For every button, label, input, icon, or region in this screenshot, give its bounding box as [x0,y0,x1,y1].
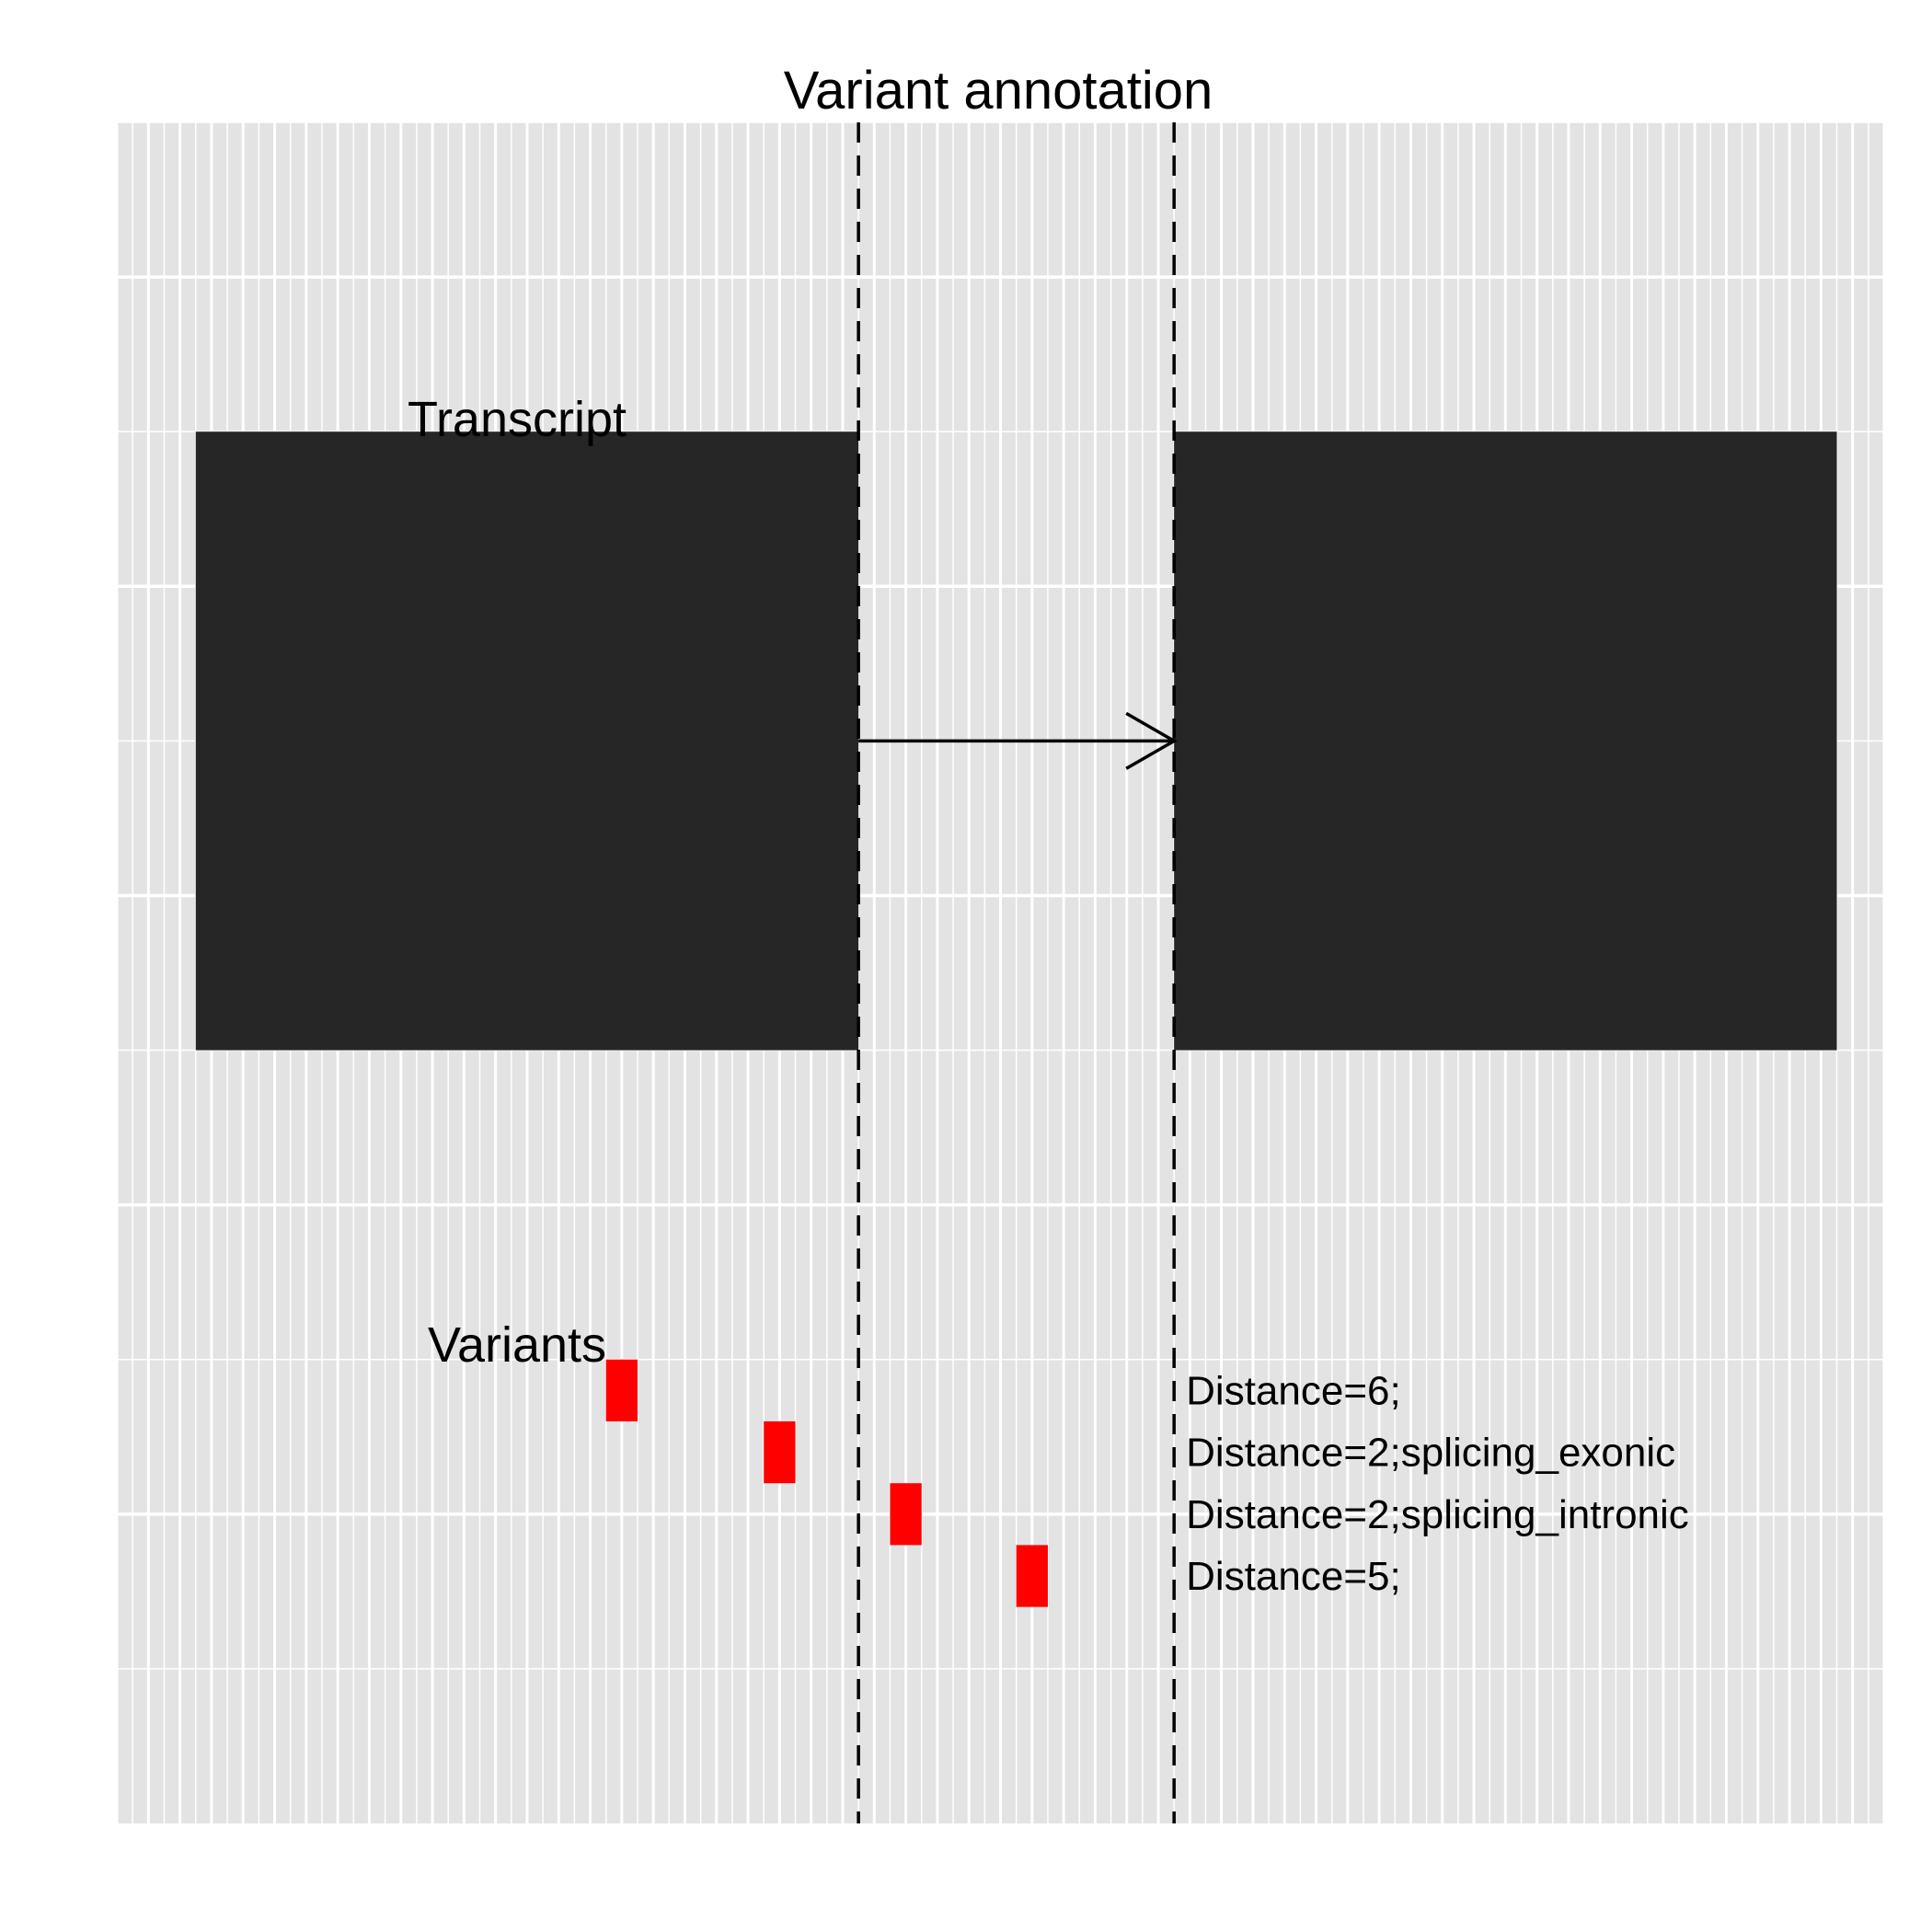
variants-track-label: Variants [428,1317,606,1373]
variant-annotation-3: Distance=2;splicing_intronic [1186,1492,1689,1537]
intron-arrow-head [1125,711,1178,770]
transcript-track-label: Transcript [408,392,627,447]
exon-2 [1174,431,1837,1051]
variant-4 [1016,1545,1048,1607]
plot-panel: Distance=6; Distance=2;splicing_exonic Dis… [115,121,1886,1823]
variant-annotation-4: Distance=5; [1186,1554,1401,1599]
variant-2 [764,1420,796,1484]
variant-3 [890,1483,922,1546]
variant-annotation-1: Distance=6; [1186,1368,1401,1413]
variant-1 [605,1359,638,1421]
exon-1 [195,431,859,1051]
diagram-title: Variant annotation [784,61,1213,121]
variant-annotation-2: Distance=2;splicing_exonic [1186,1431,1675,1476]
